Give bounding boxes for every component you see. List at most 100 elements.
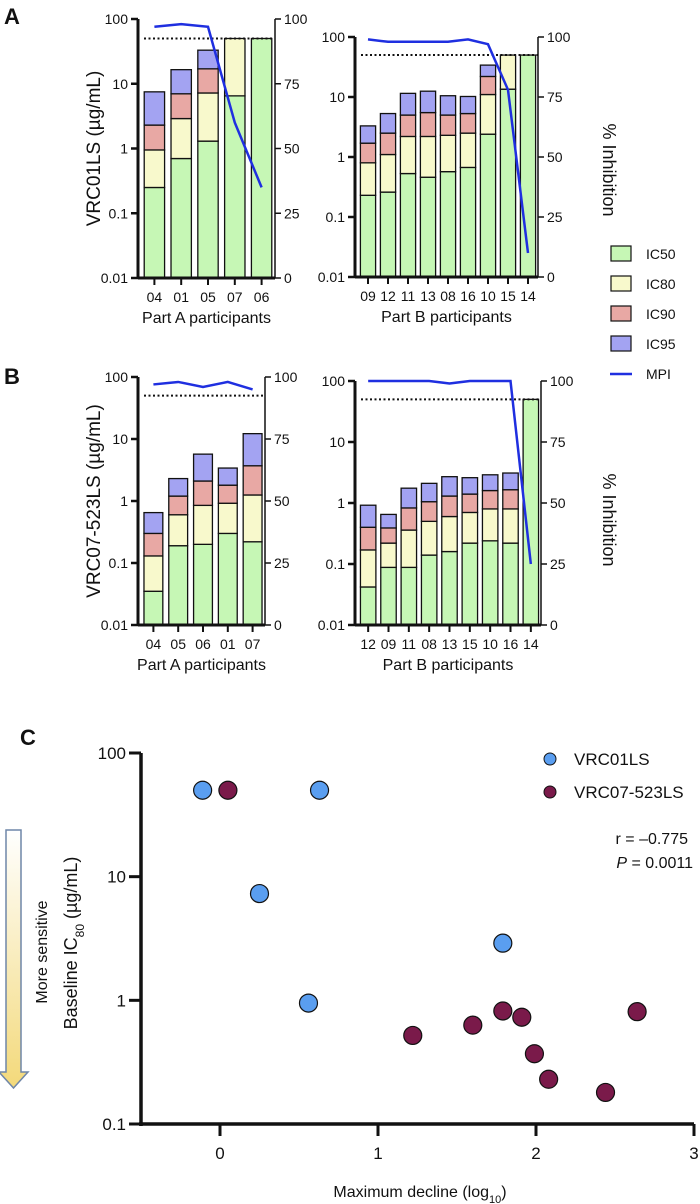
legend-label-vrc07-523ls: VRC07-523LS [574,783,684,802]
y2-tick-label: 100 [547,29,571,45]
point-vrc07-523ls [403,1025,423,1046]
bar-segment-ic80 [168,514,189,547]
y-tick-label: 0.1 [109,205,129,221]
bar-segment-ic80 [359,549,377,588]
bar-segment-ic90 [419,111,437,138]
x-tick-label: 01 [220,636,236,652]
y2-tick-label: 50 [284,141,300,157]
x-tick-label: 2 [531,1144,540,1163]
x-axis-label-sub: 10 [489,1194,501,1204]
bar-segment-ic50 [217,532,238,626]
bar-segment-ic50 [143,186,166,279]
mpi-line [367,38,530,254]
bar-segment-ic95 [502,472,519,491]
legend-label-vrc01ls: VRC01LS [574,750,650,769]
x-tick-label: 16 [460,288,476,304]
bar-segment-ic95 [192,453,214,482]
bar-segment-ic95 [379,112,397,134]
bar-segment-ic90 [459,112,477,134]
bar-segment-ic95 [479,64,497,78]
bar-segment-ic90 [400,507,418,531]
point-vrc01ls [249,883,270,904]
bar-segment-ic90 [192,480,214,507]
x-tick-label: 10 [480,288,496,304]
bar-segment-ic95 [459,95,477,115]
y2-tick-label: 75 [550,434,566,450]
y2-tick-label: 75 [284,76,300,92]
x-tick-label: 04 [147,289,163,305]
bar-segment-ic80 [419,135,437,178]
bar-segment-ic90 [441,495,458,518]
bar-segment-ic50 [441,550,458,626]
bar-segment-ic90 [439,114,457,136]
y-axis-label: VRC01LS (µg/mL) [84,71,105,227]
bar-segment-ic90 [461,493,479,514]
bar-segment-ic90 [242,465,263,496]
y-tick-label: 1 [337,495,345,511]
x-tick-label: 05 [170,636,186,652]
y2-tick-label: 100 [550,373,574,389]
point-vrc07-523ls [539,1069,559,1089]
bar-segment-ic95 [420,482,438,503]
x-tick-label: 13 [420,288,436,304]
bar-segment-ic90 [143,124,166,151]
legend-label-ic90: IC90 [646,306,676,322]
x-tick-label: 14 [523,636,539,652]
bar-segment-ic80 [170,117,193,160]
bar-segment-ic80 [379,153,397,193]
point-vrc07-523ls [463,1015,483,1035]
bar-segment-ic95 [419,90,437,114]
y2-tick-label: 25 [550,556,566,572]
legend-swatch-ic80 [610,275,632,292]
bar-panel-4: 12 09 11 08 13 15 10 16 140.010.1110100025507510… [318,373,619,674]
y2-tick-label: 0 [550,617,558,633]
bar-segment-ic90 [168,495,189,516]
bar-segment-ic50 [242,541,263,626]
bar-segment-ic95 [170,69,193,95]
x-axis-label: Part A participants [142,310,271,327]
bar-segment-ic80 [197,92,219,142]
y2-tick-label: 0 [274,617,282,633]
bar-segment-ic50 [250,37,273,279]
correlation-p-value: = 0.0011 [627,855,693,872]
bar-segment-ic80 [380,542,397,569]
y-tick-label: 100 [105,369,129,385]
x-tick-label: 05 [200,289,216,305]
point-vrc01ls [193,780,213,800]
bar-segment-ic95 [359,504,377,528]
y2-tick-label: 0 [284,270,292,286]
mpi-line [368,379,533,565]
bar-segment-ic95 [461,477,479,495]
bar-segment-ic80 [439,134,457,173]
bar-segment-ic95 [168,477,189,497]
x-tick-label: 01 [173,289,189,305]
bar-segment-ic80 [143,555,164,592]
y-tick-label: 0.01 [318,617,345,633]
point-vrc07-523ls [524,1044,545,1064]
y-tick-label: 10 [107,868,126,887]
bar-segment-ic90 [170,93,193,120]
bar-segment-ic80 [242,494,263,543]
point-vrc07-523ls [595,1082,616,1103]
x-tick-label: 04 [146,636,162,652]
bar-segment-ic50 [481,540,499,626]
bar-segment-ic50 [400,566,418,626]
point-vrc07-523ls [493,1001,513,1021]
y2-tick-label: 75 [274,431,290,447]
bar-segment-ic80 [441,515,458,553]
x-tick-label: 12 [380,288,396,304]
y-tick-label: 0.01 [101,270,128,286]
mpi-line [154,22,263,188]
x-tick-label: 14 [520,288,536,304]
bar-segment-ic95 [399,92,417,116]
y-tick-label: 100 [105,11,129,27]
y2-tick-label: 50 [274,493,290,509]
bar-segment-ic50 [479,133,497,278]
bar-segment-ic50 [359,194,377,278]
x-tick-label: 11 [401,288,416,304]
bar-panel-3: 04 05 06 01 07 0.01 0.1 1 10 100 0 25 50 75 100 Part A … [84,369,298,674]
bar-segment-ic80 [479,93,497,135]
bar-segment-ic80 [499,54,517,90]
bar-segment-ic90 [359,142,377,164]
bar-segment-ic95 [143,91,166,126]
